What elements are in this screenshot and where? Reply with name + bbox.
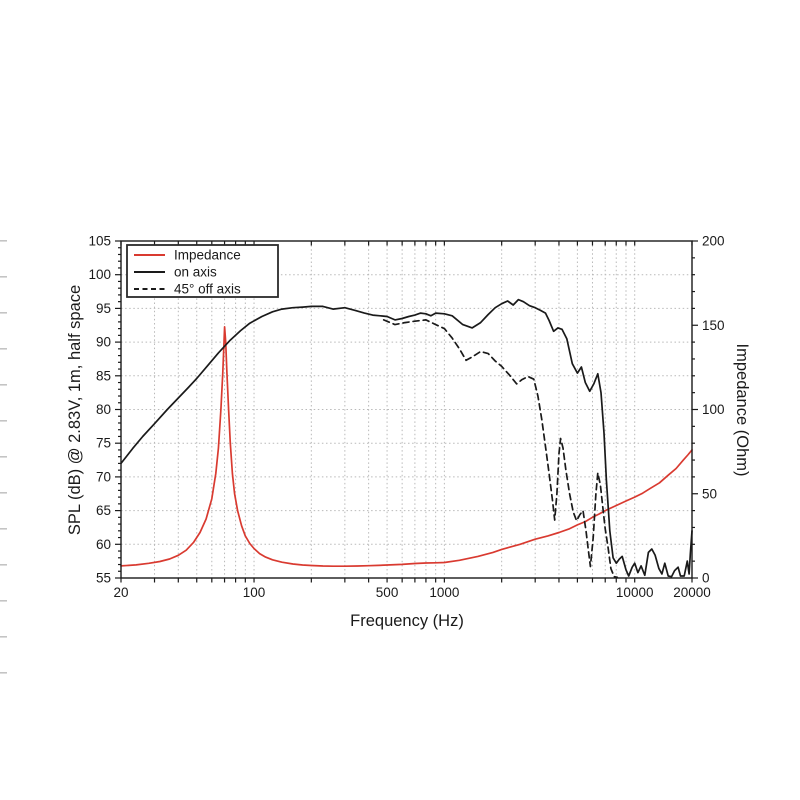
page-edge-marks xyxy=(0,240,7,674)
axis-tick-labels: 20 100 500 1000 10000 20000556065707580859095… xyxy=(88,234,724,601)
y-tick-label-left: 80 xyxy=(96,402,111,417)
y-tick-label-left: 105 xyxy=(88,234,111,249)
legend-label-on-axis: on axis xyxy=(174,265,217,280)
y-tick-label-right: 0 xyxy=(702,571,710,586)
page-edge-mark xyxy=(0,384,7,386)
page-edge-mark xyxy=(0,564,7,566)
curve-impedance xyxy=(120,326,693,568)
page-edge-mark xyxy=(0,492,7,494)
x-axis-title: Frequency (Hz) xyxy=(350,612,464,630)
y-tick-label-left: 70 xyxy=(96,469,111,484)
page-edge-mark xyxy=(0,240,7,242)
axis-ticks xyxy=(115,240,698,583)
y-tick-label-left: 95 xyxy=(96,301,111,316)
y-tick-label-left: 75 xyxy=(96,436,111,451)
x-tick-label: 500 xyxy=(376,585,399,600)
page-edge-mark xyxy=(0,528,7,530)
page-edge-mark xyxy=(0,456,7,458)
y-tick-label-left: 60 xyxy=(96,537,111,552)
y-tick-label-left: 90 xyxy=(96,335,111,350)
page-edge-mark xyxy=(0,636,7,638)
y-tick-label-left: 85 xyxy=(96,368,111,383)
page-edge-mark xyxy=(0,348,7,350)
y-tick-label-right: 50 xyxy=(702,486,717,501)
y-tick-label-right: 200 xyxy=(702,234,725,249)
page-edge-mark xyxy=(0,276,7,278)
page-edge-mark xyxy=(0,312,7,314)
x-tick-label: 20 xyxy=(113,585,128,600)
curve-on-axis xyxy=(120,298,693,578)
y-tick-label-right: 150 xyxy=(702,318,725,333)
x-tick-label: 20000 xyxy=(673,585,711,600)
series-curves xyxy=(120,298,693,579)
page-edge-mark xyxy=(0,672,7,674)
x-tick-label: 1000 xyxy=(429,585,459,600)
y-tick-label-right: 100 xyxy=(702,402,725,417)
y-tick-label-left: 100 xyxy=(88,267,111,282)
page-edge-mark xyxy=(0,600,7,602)
legend-label-45-off-axis: 45° off axis xyxy=(174,282,241,297)
y-axis-title-right: Impedance (Ohm) xyxy=(733,344,751,477)
page-edge-mark xyxy=(0,420,7,422)
legend-label-impedance: Impedance xyxy=(174,248,241,263)
curve-45-off-axis xyxy=(382,319,619,579)
legend-box: Impedance on axis 45° off axis xyxy=(126,244,279,298)
x-tick-label: 10000 xyxy=(616,585,654,600)
x-tick-label: 100 xyxy=(243,585,266,600)
y-tick-label-left: 55 xyxy=(96,571,111,586)
y-axis-title-left: SPL (dB) @ 2.83V, 1m, half space xyxy=(66,285,84,535)
y-tick-label-left: 65 xyxy=(96,503,111,518)
